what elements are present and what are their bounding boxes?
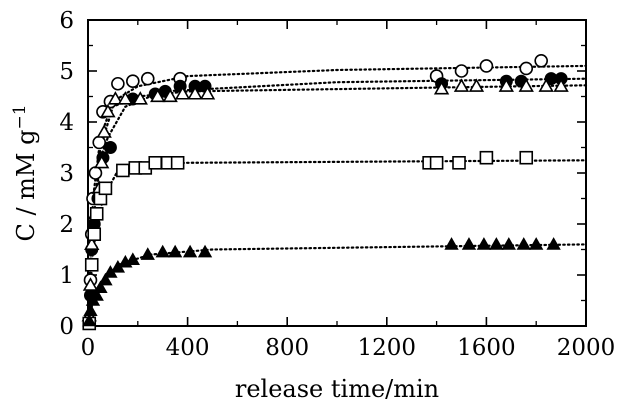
data-point-filled-triangle	[516, 237, 531, 250]
data-point-open-triangle	[498, 78, 514, 92]
data-point-filled-triangle	[125, 252, 140, 265]
y-tick-label: 1	[59, 263, 74, 289]
y-axis-title-main: C / mM g	[12, 130, 40, 242]
data-point-open-circle	[534, 53, 548, 68]
data-point-filled-triangle	[98, 272, 113, 286]
y-tick-label: 5	[59, 59, 74, 85]
data-point-filled-triangle	[83, 303, 98, 316]
y-axis-title: C / mM g−1	[10, 104, 40, 241]
data-point-filled-triangle	[182, 244, 198, 258]
data-point-filled-triangle	[489, 237, 504, 250]
data-point-filled-triangle	[461, 237, 477, 250]
fit-line	[86, 84, 588, 328]
x-axis-title: release time/min	[235, 375, 439, 403]
data-point-filled-triangle	[82, 313, 97, 327]
x-tick-label: 800	[265, 335, 309, 361]
data-point-filled-triangle	[476, 237, 492, 250]
data-point-open-triangle	[468, 78, 485, 92]
data-point-filled-triangle	[501, 237, 516, 250]
x-tick-label: 1200	[358, 335, 417, 361]
data-point-open-square	[148, 156, 163, 170]
data-point-filled-triangle	[89, 288, 104, 301]
data-point-open-triangle	[107, 91, 124, 105]
y-tick-label: 3	[59, 161, 74, 187]
data-point-open-triangle	[82, 277, 99, 291]
data-point-open-triangle	[100, 103, 116, 118]
data-point-open-square	[429, 156, 444, 170]
data-point-open-circle	[519, 61, 534, 76]
data-point-open-triangle	[518, 78, 534, 92]
data-point-filled-triangle	[155, 244, 170, 258]
data-point-open-triangle	[162, 88, 178, 103]
data-point-open-circle	[479, 59, 494, 73]
y-tick-label: 6	[59, 8, 74, 34]
y-tick-label: 2	[59, 212, 74, 238]
data-point-open-triangle	[453, 78, 470, 92]
data-point-filled-triangle	[167, 244, 183, 258]
data-point-open-triangle	[132, 91, 148, 105]
y-tick-label: 0	[59, 314, 74, 340]
data-point-open-square	[87, 227, 102, 241]
data-point-open-circle	[126, 74, 140, 88]
data-point-open-triangle	[174, 86, 191, 100]
data-point-open-square	[452, 156, 466, 170]
data-markers	[81, 53, 569, 331]
data-point-open-triangle	[117, 91, 134, 105]
axes	[87, 19, 587, 327]
fit-lines	[86, 64, 588, 328]
data-point-open-circle	[92, 135, 107, 150]
data-point-open-triangle	[84, 236, 100, 250]
x-tick-label: 0	[81, 335, 96, 361]
data-point-open-triangle	[433, 80, 450, 95]
data-point-filled-triangle	[444, 237, 459, 250]
data-point-filled-triangle	[529, 237, 544, 250]
x-axis-ticks: 0 400 800 1200 1600 2000	[81, 20, 616, 361]
x-tick-label: 1600	[457, 335, 516, 361]
data-point-filled-triangle	[546, 237, 561, 250]
data-point-open-circle	[88, 166, 103, 180]
data-point-filled-triangle	[93, 280, 108, 294]
fit-line	[86, 64, 588, 328]
data-point-open-square	[98, 181, 113, 196]
data-point-filled-triangle	[140, 247, 155, 260]
data-point-open-circle	[111, 76, 125, 91]
data-point-open-circle	[140, 71, 155, 86]
data-point-open-square	[170, 156, 185, 170]
data-point-open-square	[89, 207, 104, 221]
x-tick-label: 2000	[557, 335, 616, 361]
data-point-open-triangle	[94, 154, 110, 169]
data-point-filled-triangle	[197, 244, 213, 258]
data-point-open-circle	[454, 64, 469, 78]
data-point-open-square	[116, 163, 130, 178]
data-point-open-triangle	[96, 124, 112, 138]
plot-frame	[87, 19, 587, 327]
data-point-open-square	[84, 257, 99, 272]
data-point-open-square	[479, 150, 494, 165]
data-point-open-triangle	[150, 88, 166, 103]
y-axis-title-superscript: −1	[10, 104, 30, 129]
x-tick-label: 400	[166, 335, 210, 361]
data-point-open-square	[519, 150, 534, 165]
data-point-open-triangle	[187, 86, 203, 100]
data-point-open-triangle	[538, 78, 554, 92]
data-point-open-triangle	[553, 78, 569, 92]
data-point-open-triangle	[199, 86, 216, 100]
y-tick-label: 4	[59, 110, 74, 136]
data-point-filled-circle	[103, 141, 117, 154]
fit-line	[86, 77, 588, 328]
